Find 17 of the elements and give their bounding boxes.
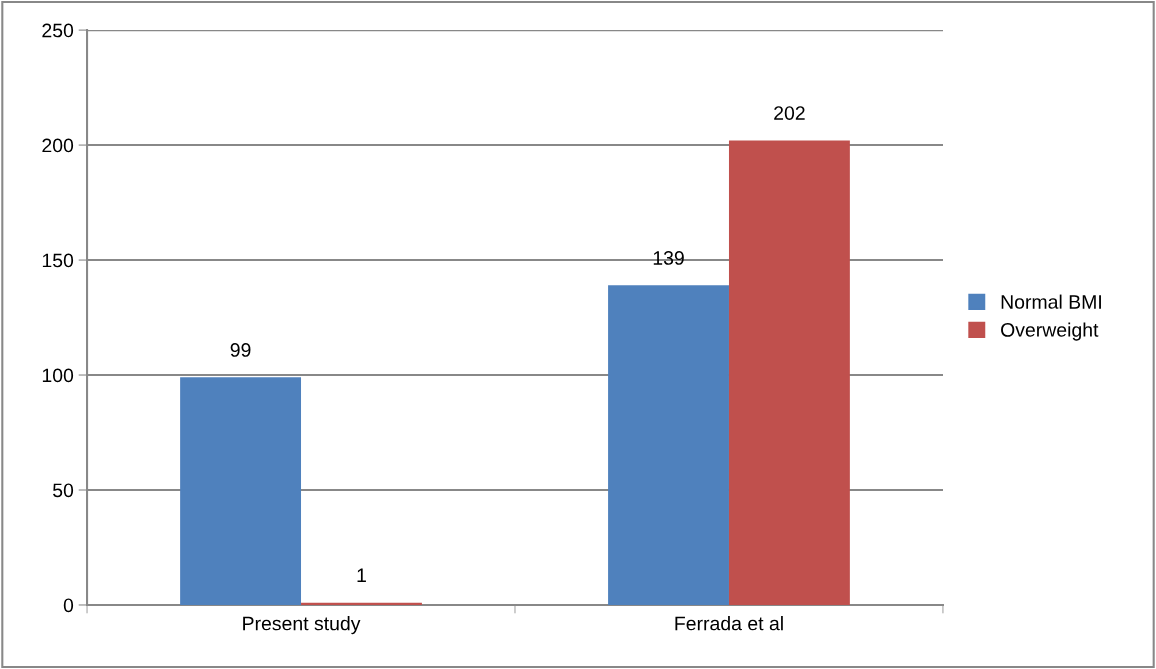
x-tick-label: Ferrada et al — [675, 616, 783, 631]
bar — [728, 140, 850, 605]
y-tick-label: 200 — [42, 138, 74, 153]
data-label: 202 — [774, 106, 805, 120]
y-tick-label: 100 — [42, 368, 74, 383]
data-label: 1 — [357, 568, 366, 582]
data-label: 139 — [653, 251, 684, 265]
bar — [608, 285, 729, 605]
y-tick-label: 0 — [63, 598, 74, 613]
y-tick-label: 150 — [42, 253, 74, 268]
legend-label: Normal BMI — [1001, 294, 1101, 309]
data-label: 99 — [230, 343, 251, 357]
y-tick-label: 250 — [42, 23, 74, 38]
x-tick-label: Present study — [243, 616, 361, 635]
legend-label: Overweight — [1001, 322, 1099, 341]
bar — [180, 377, 302, 605]
y-tick-label: 50 — [53, 483, 74, 498]
